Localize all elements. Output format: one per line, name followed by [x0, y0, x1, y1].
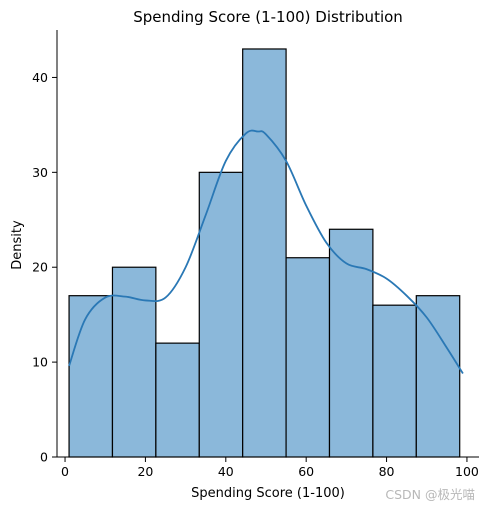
histogram-bar [415, 295, 461, 458]
y-tick-label: 0 [40, 450, 48, 465]
watermark: CSDN @极光喵 [385, 487, 475, 502]
kde-line [68, 129, 464, 374]
bars-layer [68, 48, 461, 458]
x-axis-label: Spending Score (1-100) [191, 486, 345, 501]
x-tick-label: 100 [455, 464, 479, 479]
y-tick-label: 20 [32, 260, 48, 275]
y-tick-label: 30 [32, 165, 48, 180]
chart-title: Spending Score (1-100) Distribution [133, 8, 403, 26]
y-tick-label: 40 [32, 70, 48, 85]
histogram-bar [155, 342, 200, 458]
y-axis-label: Density [10, 220, 25, 270]
kde-layer [68, 129, 464, 374]
histogram-bar [242, 48, 287, 458]
x-tick-label: 60 [298, 464, 314, 479]
histogram-bar [68, 295, 114, 458]
x-tick-label: 0 [61, 464, 69, 479]
histogram-bar [328, 228, 374, 458]
ticks-layer: 0 20 40 60 80 100 0 10 20 30 40 [32, 70, 479, 479]
axes-layer [56, 30, 479, 458]
histogram-bar [198, 171, 244, 458]
x-tick-label: 20 [137, 464, 153, 479]
x-tick-label: 80 [379, 464, 395, 479]
histogram-bar [372, 304, 417, 458]
histogram-bar [285, 257, 331, 458]
y-tick-label: 10 [32, 355, 48, 370]
x-tick-label: 40 [218, 464, 234, 479]
